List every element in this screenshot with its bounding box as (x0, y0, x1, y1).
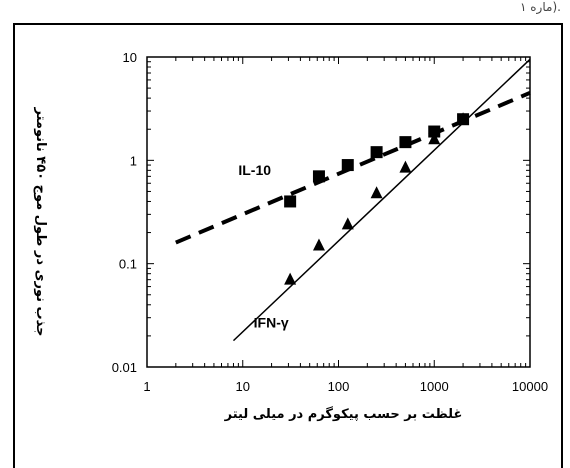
data-point-ifng (370, 186, 383, 199)
data-point-ifng (312, 238, 325, 251)
axes-box (146, 56, 531, 368)
data-point-ifng (341, 217, 354, 230)
series-label-ifng: IFN-γ (254, 315, 289, 331)
data-point-ifng (399, 160, 412, 173)
data-point-ifng (457, 112, 470, 125)
x-tick-label: 1 (143, 379, 150, 394)
data-point-il10 (312, 170, 325, 183)
y-tick-label: 1 (130, 153, 137, 168)
series-fit-ifng (232, 58, 531, 342)
cropped-caption-fragment: ماره ۱). (520, 0, 561, 14)
x-tick-label: 1000 (420, 379, 449, 394)
data-point-ifng (284, 272, 297, 285)
data-point-il10 (370, 146, 383, 159)
data-point-il10 (428, 125, 441, 138)
data-markers (284, 112, 470, 285)
x-axis-title: غلظت بر حسب پیکوگرم در میلی لیتر (224, 406, 463, 422)
y-tick-label: 0.01 (112, 360, 137, 375)
data-point-il10 (399, 136, 412, 149)
y-tick-label: 10 (123, 50, 137, 65)
plot-area (146, 56, 531, 368)
y-tick-label: 0.1 (119, 257, 137, 272)
x-tick-label: 10 (236, 379, 250, 394)
x-tick-label: 100 (328, 379, 350, 394)
series-fit-il10 (175, 90, 531, 245)
fit-lines (175, 58, 531, 342)
data-point-ifng (428, 132, 441, 145)
y-axis-title: جذب نوری در طول موج ۴۵۰ نانومتر (33, 107, 48, 337)
data-point-il10 (284, 195, 297, 208)
tick-labels: 1 10 100 1000 10000 0.01 0.1 1 10 (112, 50, 548, 394)
data-point-il10 (341, 159, 354, 172)
series-label-il10: IL-10 (238, 162, 271, 178)
axis-ticks (146, 57, 530, 368)
x-tick-label: 10000 (512, 379, 548, 394)
figure-frame (13, 23, 563, 468)
